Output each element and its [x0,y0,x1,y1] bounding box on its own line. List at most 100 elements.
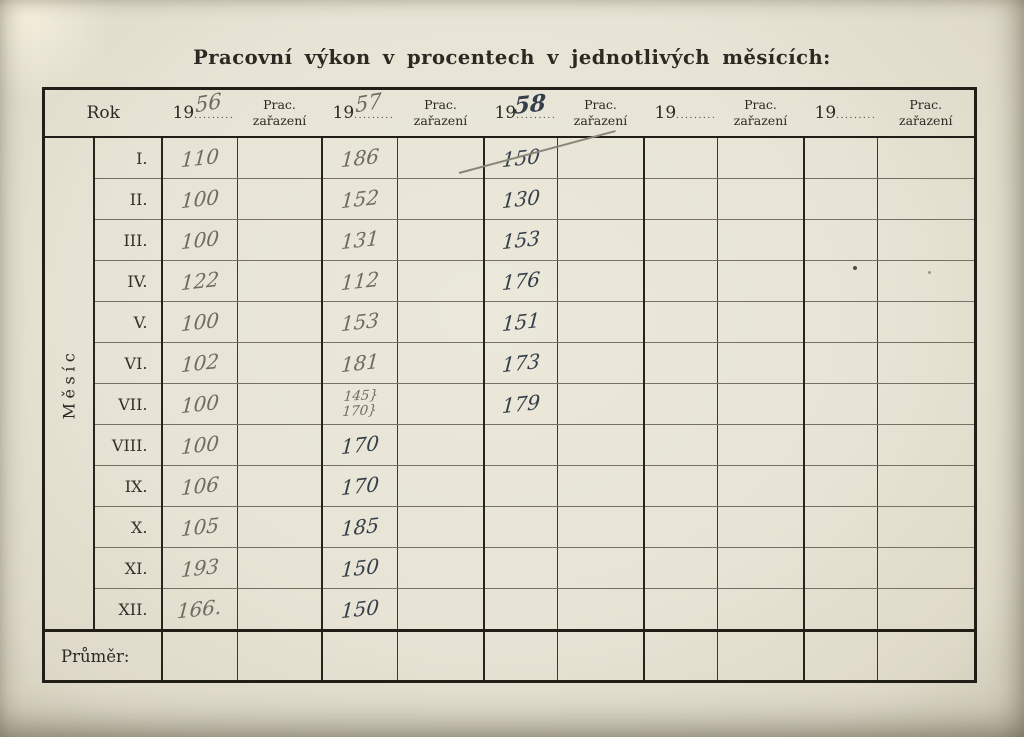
prac-cell [237,465,322,507]
prac-cell [237,424,322,466]
prac-cell [557,260,644,302]
prac-header: Prac. zařazení [237,88,322,138]
value-cell-1956: 166. [160,588,238,631]
average-cell [160,629,238,682]
dotted-leader: ......... [676,111,717,121]
prac-cell [397,219,484,261]
value-cell [802,547,878,589]
handwritten-value: 166. [176,594,223,624]
handwritten-value: 122 [179,266,220,296]
prac-cell [397,588,484,631]
prac-cell [557,629,644,682]
prac-cell [717,301,804,343]
prac-cell [557,383,644,425]
performance-table: Rok 19......... 56 Prac. zařazení 19......… [42,87,977,683]
dotted-leader: ......... [836,111,877,121]
prac-cell [717,260,804,302]
handwritten-value: 110 [179,143,220,173]
prac-cell [557,342,644,384]
prac-cell [557,506,644,548]
value-cell-1957: 181 [320,342,398,384]
dotted-leader: ......... [516,111,557,121]
value-cell-1956: 100 [160,383,238,425]
year-prefix: 19 [494,103,517,123]
value-cell-1956: 105 [160,506,238,548]
month-cell: II. [92,178,162,220]
value-cell [642,342,718,384]
value-cell-1956: 100 [160,301,238,343]
prac-cell [717,506,804,548]
prac-cell [877,547,976,589]
handwritten-value: 100 [179,389,220,419]
handwritten-value: 112 [339,266,380,296]
prac-cell [557,219,644,261]
prac-cell [717,342,804,384]
table-row: VII. 100 145} 170} 179 [44,383,976,425]
prac-cell [877,219,976,261]
handwritten-value: 151 [500,307,541,337]
handwritten-value: 176 [500,266,541,296]
prac-header: Prac. zařazení [557,88,644,138]
value-cell [802,301,878,343]
value-cell [802,260,878,302]
handwritten-value: 186 [339,143,380,173]
prac-cell [877,506,976,548]
handwritten-value: 153 [500,225,541,255]
prac-cell [717,465,804,507]
value-cell-1958: 130 [482,178,558,220]
value-cell-1957: 152 [320,178,398,220]
value-cell-1958: 151 [482,301,558,343]
handwritten-value: 193 [179,553,220,583]
handwritten-value: 106 [179,471,220,501]
handwritten-year: 58 [513,89,546,120]
month-cell: III. [92,219,162,261]
handwritten-year: 57 [354,88,382,118]
average-cell [642,629,718,682]
month-cell: VII. [92,383,162,425]
prac-cell [877,137,976,179]
value-cell [642,178,718,220]
year-prefix: 19 [814,103,837,123]
prac-cell [237,588,322,631]
prac-cell [717,424,804,466]
value-cell-1956: 106 [160,465,238,507]
value-cell [642,260,718,302]
prac-cell [557,301,644,343]
prac-cell [237,137,322,179]
value-cell-1956: 100 [160,424,238,466]
value-cell-1957: 170 [320,465,398,507]
prac-cell [237,260,322,302]
table-row: XI. 193 150 [44,547,976,589]
prac-cell [397,137,484,179]
year-header-1958: 19......... 58 [483,88,558,138]
prac-cell [237,629,322,682]
page-title: Pracovní výkon v procentech v jednotlivý… [193,46,831,69]
table-row: X. 105 185 [44,506,976,548]
prac-cell [237,178,322,220]
prac-cell [397,383,484,425]
handwritten-value: 100 [179,225,220,255]
prac-cell [717,547,804,589]
value-cell-1958: 176 [482,260,558,302]
prac-cell [397,260,484,302]
handwritten-value: 173 [500,348,541,378]
prac-cell [237,301,322,343]
table-row: XII. 166. 150 [44,588,976,631]
value-cell-1958 [482,588,558,631]
prac-cell [877,588,976,631]
prac-cell [717,137,804,179]
month-cell: X. [92,506,162,548]
handwritten-value: 150 [339,553,380,583]
prac-cell [397,506,484,548]
value-cell-1956: 102 [160,342,238,384]
handwritten-value: 100 [179,307,220,337]
table-row: Měsíc I. 110 186 150 [43,130,976,631]
handwritten-value: 130 [500,184,541,214]
handwritten-value: 152 [339,184,380,214]
value-cell-1958: 150 [458,130,616,179]
value-cell-1957: 150 [320,588,398,631]
value-cell [642,383,718,425]
value-cell [802,219,878,261]
average-row: Průměr: [43,629,976,682]
